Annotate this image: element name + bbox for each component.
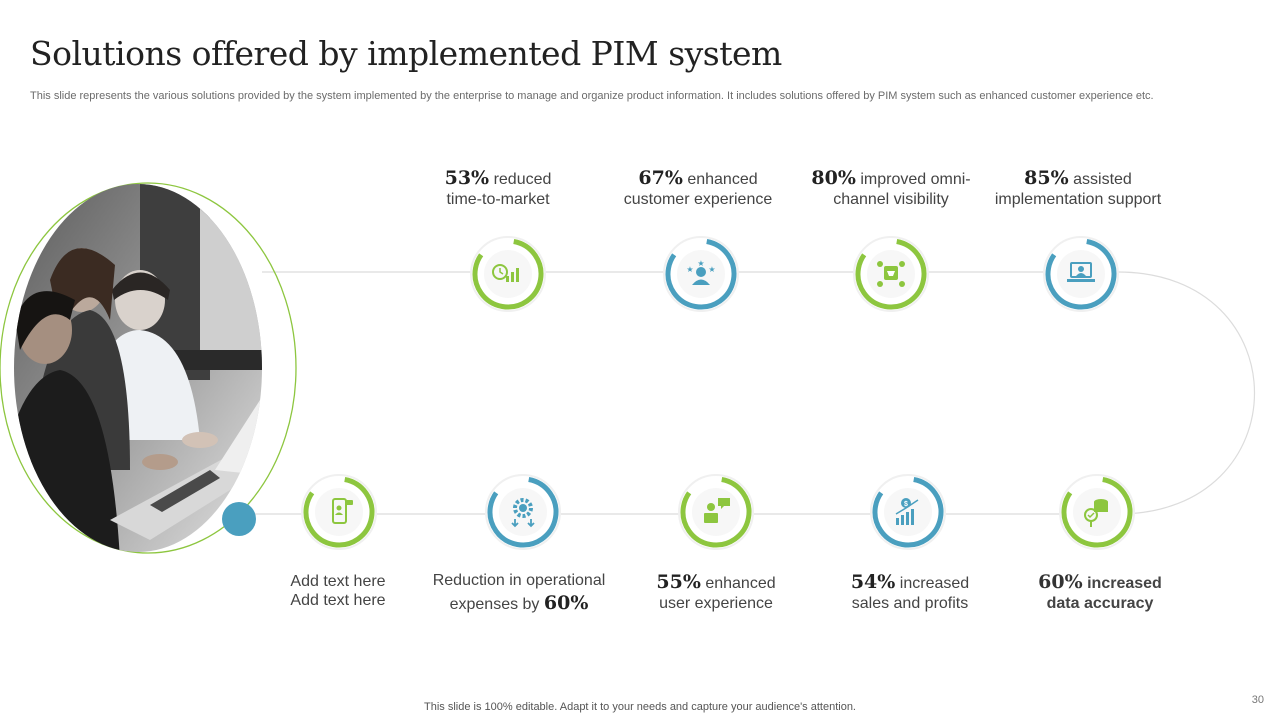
clock-growth-icon: [492, 264, 519, 282]
icon-node-4: [1043, 236, 1119, 312]
omnichannel-cart-icon: [877, 261, 905, 287]
solution-label-9: 60% increased data accuracy: [1038, 571, 1162, 612]
icon-node-9: [1059, 474, 1135, 550]
icon-node-6: [485, 474, 561, 550]
page-title: Solutions offered by implemented PIM sys…: [30, 34, 782, 73]
icon-node-7: [678, 474, 754, 550]
icon-node-5: [301, 474, 377, 550]
icon-node-3: [853, 236, 929, 312]
solution-label-2: 67% enhanced customer experience: [623, 167, 773, 208]
customer-stars-icon: ★ ★ ★: [686, 259, 716, 285]
data-accuracy-icon: [1084, 499, 1108, 527]
page-number: 30: [1251, 694, 1264, 706]
mobile-user-icon: [332, 498, 353, 524]
solution-label-1: 53% reduced time-to-market: [444, 167, 552, 208]
user-feedback-icon: [704, 498, 730, 523]
cost-gear-icon: [511, 498, 535, 528]
solution-label-3: 80% improved omni- channel visibility: [811, 167, 971, 208]
solution-label-4: 85% assisted implementation support: [994, 167, 1162, 208]
svg-text:★: ★: [686, 265, 693, 274]
svg-text:★: ★: [697, 259, 704, 268]
footer-note: This slide is 100% editable. Adapt it to…: [424, 701, 856, 713]
solution-label-8: 54% increased sales and profits: [850, 571, 970, 612]
svg-text:★: ★: [708, 265, 715, 274]
svg-text:$: $: [904, 501, 908, 508]
icon-node-2: ★ ★ ★: [663, 236, 739, 312]
icon-node-8: $: [870, 474, 946, 550]
flow-path: [240, 271, 1255, 515]
timeline-start-dot: [222, 502, 256, 536]
laptop-support-icon: [1067, 262, 1095, 282]
sales-chart-icon: $: [895, 498, 919, 525]
page-subtitle: This slide represents the various soluti…: [30, 90, 1154, 102]
solution-label-6: Reduction in operational expenses by 60%: [432, 572, 606, 614]
photo-outline-ring: [0, 182, 297, 554]
icon-node-1: [470, 236, 546, 312]
solution-label-7: 55% enhanced user experience: [656, 571, 776, 612]
solution-label-5: Add text here Add text here: [290, 573, 386, 609]
